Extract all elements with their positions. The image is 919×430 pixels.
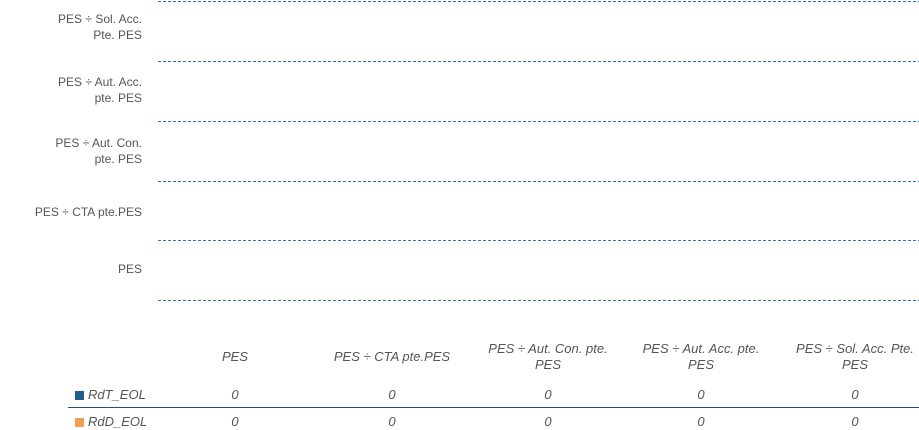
data-label: 0 [544,414,552,429]
data-label: 0 [697,414,705,429]
data-label: 0 [388,414,396,429]
table-column-header: PES ÷ CTA pte.PES [333,349,451,364]
legend-label: RdT_EOL [88,387,146,402]
data-label: 0 [544,387,552,402]
table-column-header: PES ÷ Sol. Acc. Pte. PES [796,341,914,372]
legend-entry: RdT_EOL [75,387,146,403]
y-tick-label: PES [117,262,142,276]
data-label: 0 [851,387,859,402]
legend-swatch-icon [75,417,84,427]
table-column-header: PES [221,349,248,364]
data-label: 0 [388,387,396,402]
legend-entry: RdD_EOL [75,414,147,430]
data-label: 0 [231,414,239,429]
y-tick-label: PES ÷ Aut. Acc. pte. PES [58,75,142,105]
data-label: 0 [231,387,239,402]
data-label: 0 [697,387,705,402]
legend-label: RdD_EOL [88,414,148,429]
y-tick-label: PES ÷ CTA pte.PES [34,205,142,219]
table-divider [68,407,919,408]
y-tick-label: PES ÷ Sol. Acc. Pte. PES [58,12,142,42]
table-column-header: PES ÷ Aut. Acc. pte. PES [642,341,760,372]
legend-swatch-icon [75,390,84,400]
y-tick-label: PES ÷ Aut. Con. pte. PES [55,136,142,166]
table-column-header: PES ÷ Aut. Con. pte. PES [488,341,608,372]
data-label: 0 [851,414,859,429]
